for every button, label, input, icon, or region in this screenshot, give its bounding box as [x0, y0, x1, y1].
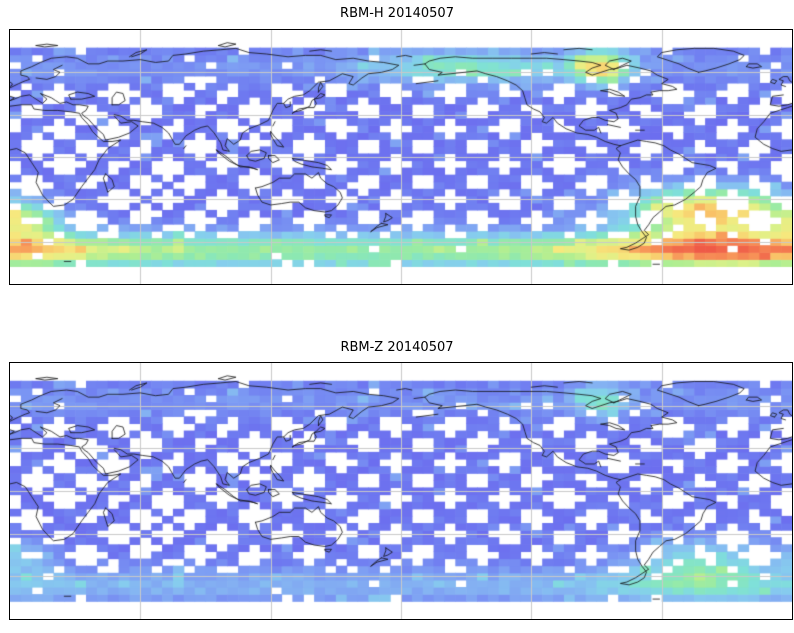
map-canvas-rbm-z	[9, 362, 793, 620]
map-canvas-rbm-h	[9, 29, 793, 285]
panel-title-rbm-h: RBM-H 20140507	[340, 6, 454, 21]
panel-title-rbm-z: RBM-Z 20140507	[340, 340, 454, 355]
